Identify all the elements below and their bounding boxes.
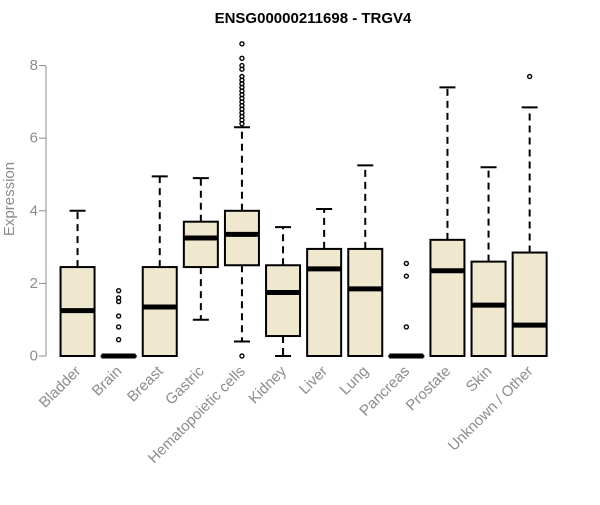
boxes-layer <box>59 41 548 359</box>
outlier-point <box>526 73 533 80</box>
chart-title: ENSG00000211698 - TRGV4 <box>215 10 412 27</box>
box-body <box>223 209 260 267</box>
box-group <box>306 207 343 357</box>
x-tick-label: Prostate <box>403 363 455 415</box>
box-group <box>59 209 96 357</box>
x-tick-label: Skin <box>463 363 496 396</box>
y-tick-label: 2 <box>30 275 38 292</box>
outlier-point <box>239 55 245 62</box>
outlier-point <box>403 324 410 330</box>
box-body <box>347 247 384 357</box>
box-group <box>141 175 178 357</box>
box-group <box>182 177 219 321</box>
x-tick-label: Lung <box>336 363 372 399</box>
x-tick-label: Bladder <box>36 363 85 412</box>
box-body <box>141 266 178 357</box>
box-body <box>511 251 548 357</box>
outlier-point <box>115 287 122 294</box>
box-group <box>347 164 384 357</box>
box-group <box>100 287 137 359</box>
box-body <box>429 238 466 357</box>
box-body <box>182 220 219 269</box>
y-axis-title: Expression <box>1 162 18 236</box>
y-tick-label: 4 <box>30 202 38 219</box>
outlier-point <box>115 336 122 343</box>
x-tick-label: Brain <box>89 363 126 400</box>
outlier-point <box>239 73 245 80</box>
outlier-point <box>115 324 122 330</box>
outlier-point <box>403 273 410 279</box>
box-group <box>388 260 425 359</box>
outlier-point <box>115 295 122 301</box>
box-body <box>265 264 302 338</box>
outlier-point <box>239 41 245 47</box>
y-tick-label: 0 <box>30 348 38 365</box>
outlier-point <box>403 260 410 267</box>
box-group <box>223 41 260 359</box>
outlier-point <box>239 353 245 359</box>
outlier-point <box>115 313 122 319</box>
box-group <box>511 73 548 357</box>
outlier-point <box>239 62 245 69</box>
x-tick-label: Kidney <box>245 362 290 407</box>
x-tick-label: Liver <box>296 363 331 398</box>
y-axis: 0 2 4 6 8 <box>30 57 47 365</box>
box-body <box>306 247 343 357</box>
box-group <box>265 226 302 357</box>
box-body <box>470 260 507 357</box>
x-tick-label: Breast <box>124 362 167 405</box>
y-tick-label: 8 <box>30 57 38 74</box>
y-tick-label: 6 <box>30 130 38 147</box>
box-group <box>429 86 466 357</box>
box-group <box>470 166 507 357</box>
